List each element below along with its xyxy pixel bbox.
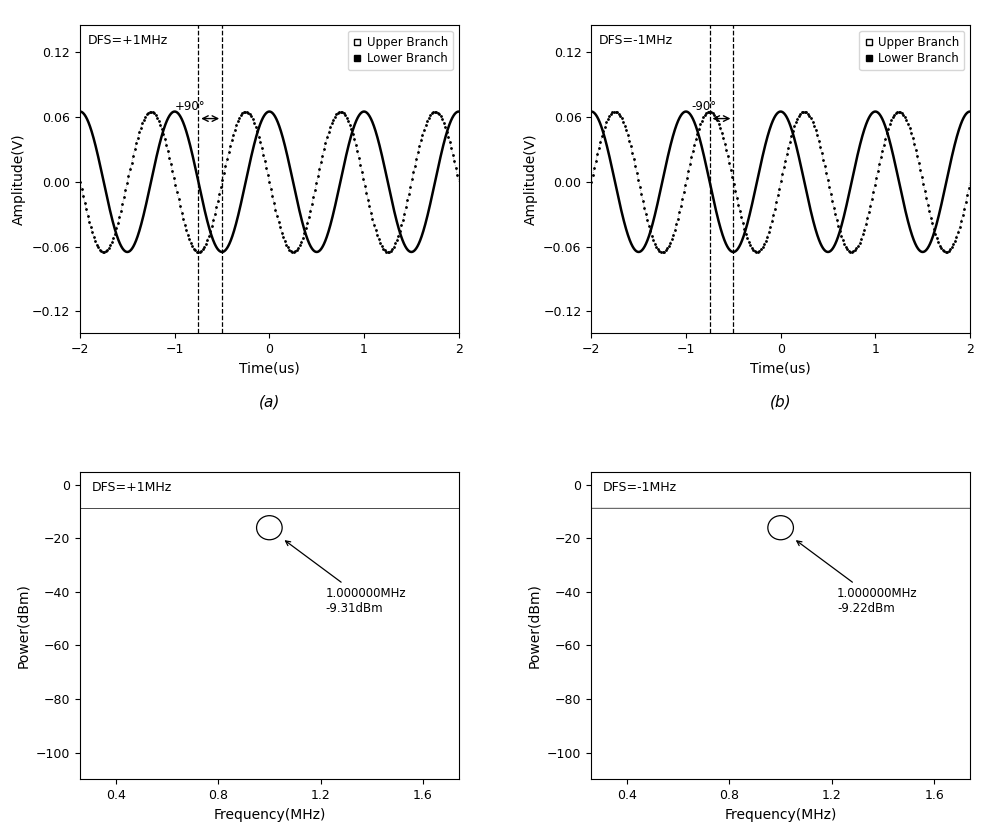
X-axis label: Frequency(MHz): Frequency(MHz) [213, 808, 326, 821]
X-axis label: Time(us): Time(us) [750, 361, 811, 375]
Y-axis label: Power(dBm): Power(dBm) [16, 583, 30, 668]
Text: (a): (a) [259, 395, 280, 410]
Y-axis label: Amplitude(V): Amplitude(V) [524, 133, 538, 225]
X-axis label: Time(us): Time(us) [239, 361, 300, 375]
Text: DFS=-1MHz: DFS=-1MHz [603, 481, 677, 494]
Legend: Upper Branch, Lower Branch: Upper Branch, Lower Branch [348, 31, 453, 70]
Y-axis label: Amplitude(V): Amplitude(V) [12, 133, 26, 225]
Text: -90°: -90° [692, 101, 717, 113]
Text: (b): (b) [770, 395, 791, 410]
Text: 1.000000MHz
-9.31dBm: 1.000000MHz -9.31dBm [286, 541, 406, 614]
X-axis label: Frequency(MHz): Frequency(MHz) [724, 808, 837, 821]
Text: DFS=+1MHz: DFS=+1MHz [91, 481, 172, 494]
Legend: Upper Branch, Lower Branch: Upper Branch, Lower Branch [859, 31, 964, 70]
Y-axis label: Power(dBm): Power(dBm) [528, 583, 542, 668]
Text: DFS=-1MHz: DFS=-1MHz [599, 34, 673, 48]
Text: DFS=+1MHz: DFS=+1MHz [88, 34, 168, 48]
Text: 1.000000MHz
-9.22dBm: 1.000000MHz -9.22dBm [797, 541, 918, 614]
Text: +90°: +90° [175, 101, 205, 113]
